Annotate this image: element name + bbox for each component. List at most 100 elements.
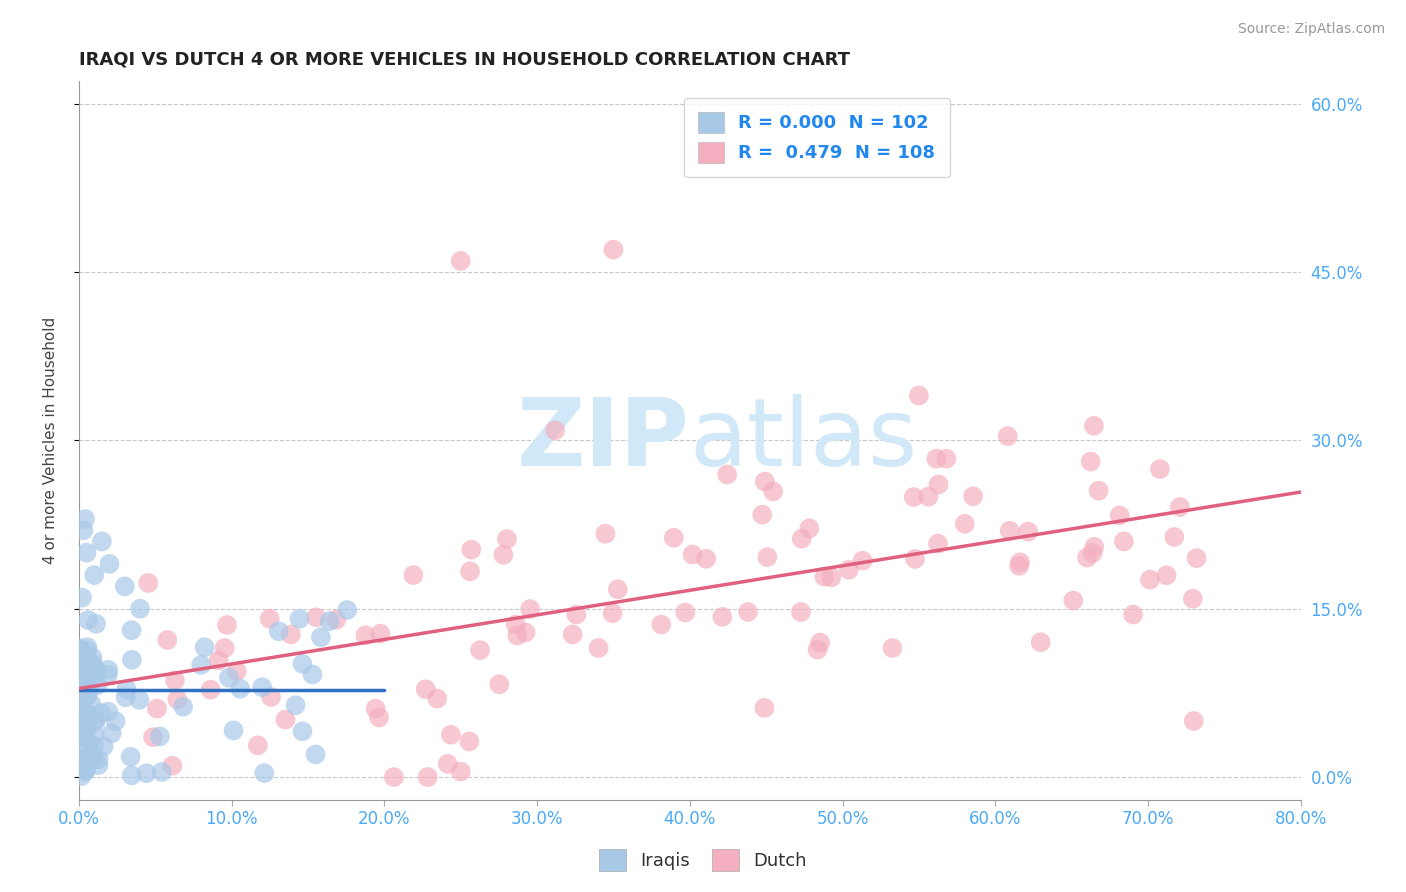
Text: IRAQI VS DUTCH 4 OR MORE VEHICLES IN HOUSEHOLD CORRELATION CHART: IRAQI VS DUTCH 4 OR MORE VEHICLES IN HOU… [79, 51, 851, 69]
Point [506, 628, 529, 642]
Point [162, 758, 184, 772]
Point [790, 532, 813, 546]
Point [820, 570, 842, 584]
Point [953, 516, 976, 531]
Point [115, 682, 138, 697]
Point [1029, 635, 1052, 649]
Point [120, 749, 142, 764]
Point [808, 635, 831, 649]
Point [1168, 500, 1191, 514]
Point [925, 451, 948, 466]
Point [77, 708, 100, 723]
Point [253, 766, 276, 780]
Point [1185, 551, 1208, 566]
Point [754, 701, 776, 715]
Point [75, 690, 97, 704]
Point [917, 490, 939, 504]
Point [515, 625, 537, 640]
Point [458, 565, 481, 579]
Point [813, 569, 835, 583]
Point [997, 429, 1019, 443]
Point [215, 618, 238, 632]
Point [650, 617, 672, 632]
Point [492, 548, 515, 562]
Point [75, 707, 97, 722]
Point [69, 753, 91, 767]
Point [364, 701, 387, 715]
Point [225, 664, 247, 678]
Point [488, 677, 510, 691]
Point [1163, 530, 1185, 544]
Point [602, 243, 624, 257]
Point [851, 553, 873, 567]
Point [73, 713, 96, 727]
Point [84, 616, 107, 631]
Point [75, 723, 97, 738]
Point [754, 475, 776, 489]
Point [129, 601, 152, 615]
Point [121, 653, 143, 667]
Point [998, 524, 1021, 538]
Point [903, 490, 925, 504]
Point [440, 728, 463, 742]
Text: ZIP: ZIP [517, 394, 690, 486]
Point [166, 692, 188, 706]
Point [73, 722, 96, 736]
Point [928, 477, 950, 491]
Point [229, 681, 252, 696]
Point [519, 602, 541, 616]
Point [1017, 524, 1039, 539]
Point [284, 698, 307, 713]
Point [84, 665, 107, 680]
Point [90, 534, 112, 549]
Point [72, 523, 94, 537]
Point [218, 671, 240, 685]
Point [156, 632, 179, 647]
Point [75, 763, 97, 777]
Point [309, 630, 332, 644]
Point [250, 681, 273, 695]
Point [69, 641, 91, 656]
Point [505, 617, 527, 632]
Point [97, 705, 120, 719]
Legend: R = 0.000  N = 102, R =  0.479  N = 108: R = 0.000 N = 102, R = 0.479 N = 108 [683, 97, 949, 178]
Point [86, 663, 108, 677]
Point [450, 764, 472, 779]
Point [336, 603, 359, 617]
Point [1008, 555, 1031, 569]
Point [77, 709, 100, 723]
Point [83, 672, 105, 686]
Point [70, 710, 93, 724]
Point [72, 681, 94, 696]
Point [97, 663, 120, 677]
Point [75, 659, 97, 673]
Point [368, 710, 391, 724]
Point [1149, 462, 1171, 476]
Point [561, 627, 583, 641]
Point [69, 642, 91, 657]
Point [142, 731, 165, 745]
Point [69, 730, 91, 744]
Point [77, 665, 100, 680]
Point [72, 673, 94, 688]
Point [79, 750, 101, 764]
Point [77, 688, 100, 702]
Point [325, 613, 347, 627]
Point [305, 610, 328, 624]
Point [72, 656, 94, 670]
Point [908, 388, 931, 402]
Point [121, 768, 143, 782]
Point [799, 521, 821, 535]
Point [87, 758, 110, 772]
Point [83, 739, 105, 753]
Point [301, 667, 323, 681]
Point [84, 714, 107, 728]
Point [267, 624, 290, 639]
Point [73, 732, 96, 747]
Point [128, 693, 150, 707]
Point [86, 678, 108, 692]
Point [83, 568, 105, 582]
Point [695, 551, 717, 566]
Point [77, 681, 100, 696]
Point [436, 756, 458, 771]
